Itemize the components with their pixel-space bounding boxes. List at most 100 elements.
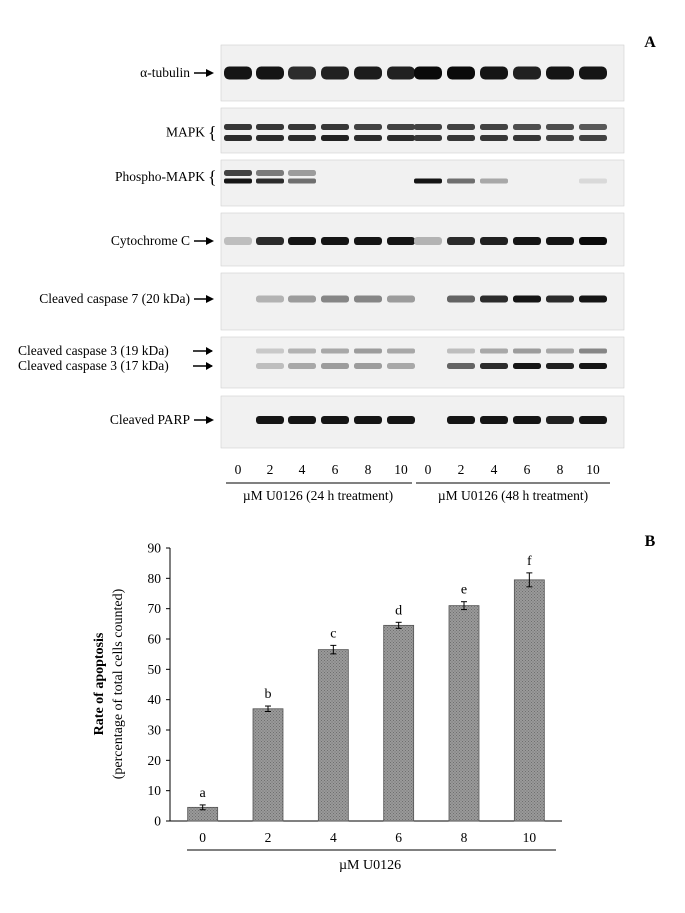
blot-band	[480, 178, 508, 184]
y-tick-label: 20	[148, 753, 162, 768]
blot-band	[414, 178, 442, 184]
blot-band	[513, 416, 541, 424]
blot-band	[447, 124, 475, 130]
blot-strip	[220, 336, 625, 389]
arrow-head	[206, 362, 213, 370]
blot-band	[288, 295, 316, 303]
blot-band	[387, 135, 415, 141]
blot-band	[354, 363, 382, 369]
bar	[252, 708, 284, 822]
blot-band	[288, 416, 316, 424]
lane-label: 10	[394, 462, 408, 477]
blot-band	[546, 66, 574, 80]
blot-band	[513, 124, 541, 130]
blot-band	[387, 237, 415, 245]
blot-band	[447, 135, 475, 141]
blot-band	[288, 237, 316, 245]
bar	[317, 649, 349, 822]
blot-band	[414, 237, 442, 245]
lane-label: 2	[458, 462, 465, 477]
blot-band	[480, 416, 508, 424]
blot-band	[224, 124, 252, 130]
x-tick-label: 2	[265, 830, 272, 845]
blot-band	[321, 237, 349, 245]
blot-band	[288, 363, 316, 369]
blot-band	[546, 363, 574, 369]
blot-band	[447, 66, 475, 80]
blot-band	[546, 348, 574, 354]
blot-band	[513, 66, 541, 80]
blot-band	[546, 237, 574, 245]
lane-label: 10	[586, 462, 600, 477]
blot-label: Cleaved caspase 3 (19 kDa)	[18, 343, 169, 358]
significance-letter: b	[265, 687, 272, 702]
blot-band	[256, 295, 284, 303]
x-axis-label: µM U0126	[339, 858, 401, 873]
y-tick-label: 70	[148, 601, 162, 616]
blot-band	[288, 124, 316, 130]
apoptosis-bar-chart: 0 10 20 30 40 50 60 70 80 90 a 0 b 2 c 4 d 6 e 8 f 10 µM U0126…	[92, 541, 562, 873]
bar	[383, 624, 415, 822]
arrow-head	[206, 416, 214, 424]
blot-label: Cleaved caspase 7 (20 kDa)	[39, 291, 190, 306]
blot-band	[387, 66, 415, 80]
blot-label: Phospho-MAPK	[115, 169, 205, 184]
blot-band	[480, 363, 508, 369]
blot-band	[387, 295, 415, 303]
blot-band	[321, 363, 349, 369]
blot-label: Cytochrome C	[111, 233, 190, 248]
x-tick-label: 6	[395, 830, 402, 845]
blot-band	[387, 348, 415, 354]
lane-label: 4	[299, 462, 306, 477]
x-tick-label: 4	[330, 830, 337, 845]
blot-band	[321, 66, 349, 80]
group-label-48h: µM U0126 (48 h treatment)	[438, 488, 588, 503]
group-label-24h: µM U0126 (24 h treatment)	[243, 488, 393, 503]
blot-band	[447, 348, 475, 354]
lane-label: 8	[365, 462, 372, 477]
blot-band	[321, 295, 349, 303]
y-tick-label: 50	[148, 662, 162, 677]
lane-label: 6	[524, 462, 531, 477]
x-tick-label: 8	[461, 830, 468, 845]
blot-band	[288, 178, 316, 184]
blot-band	[321, 416, 349, 424]
y-tick-label: 0	[154, 814, 161, 829]
lane-label: 6	[332, 462, 339, 477]
blot-label: MAPK	[166, 125, 205, 140]
arrow-head	[206, 237, 214, 245]
blot-band	[224, 66, 252, 80]
blot-band	[513, 363, 541, 369]
blot-band	[321, 124, 349, 130]
blot-band	[414, 135, 442, 141]
lane-label: 8	[557, 462, 564, 477]
blot-band	[414, 124, 442, 130]
blot-band	[579, 295, 607, 303]
blot-band	[256, 237, 284, 245]
blot-band	[354, 66, 382, 80]
blot-band	[224, 135, 252, 141]
significance-letter: a	[200, 786, 207, 801]
blot-band	[387, 416, 415, 424]
blot-band	[513, 237, 541, 245]
blot-band	[256, 348, 284, 354]
blot-band	[480, 124, 508, 130]
blot-band	[447, 178, 475, 184]
blot-band	[447, 295, 475, 303]
blot-band	[354, 416, 382, 424]
blot-band	[321, 348, 349, 354]
blot-band	[480, 295, 508, 303]
blot-label: α-tubulin	[140, 65, 190, 80]
blot-band	[579, 348, 607, 354]
blot-band	[480, 348, 508, 354]
blot-band	[354, 295, 382, 303]
y-axis-sublabel: (percentage of total cells counted)	[111, 588, 126, 779]
blot-band	[480, 66, 508, 80]
brace-icon: {	[208, 123, 217, 143]
bar	[448, 605, 480, 822]
blot-band	[321, 135, 349, 141]
lane-label: 0	[425, 462, 432, 477]
significance-letter: c	[330, 626, 336, 641]
blot-band	[546, 135, 574, 141]
